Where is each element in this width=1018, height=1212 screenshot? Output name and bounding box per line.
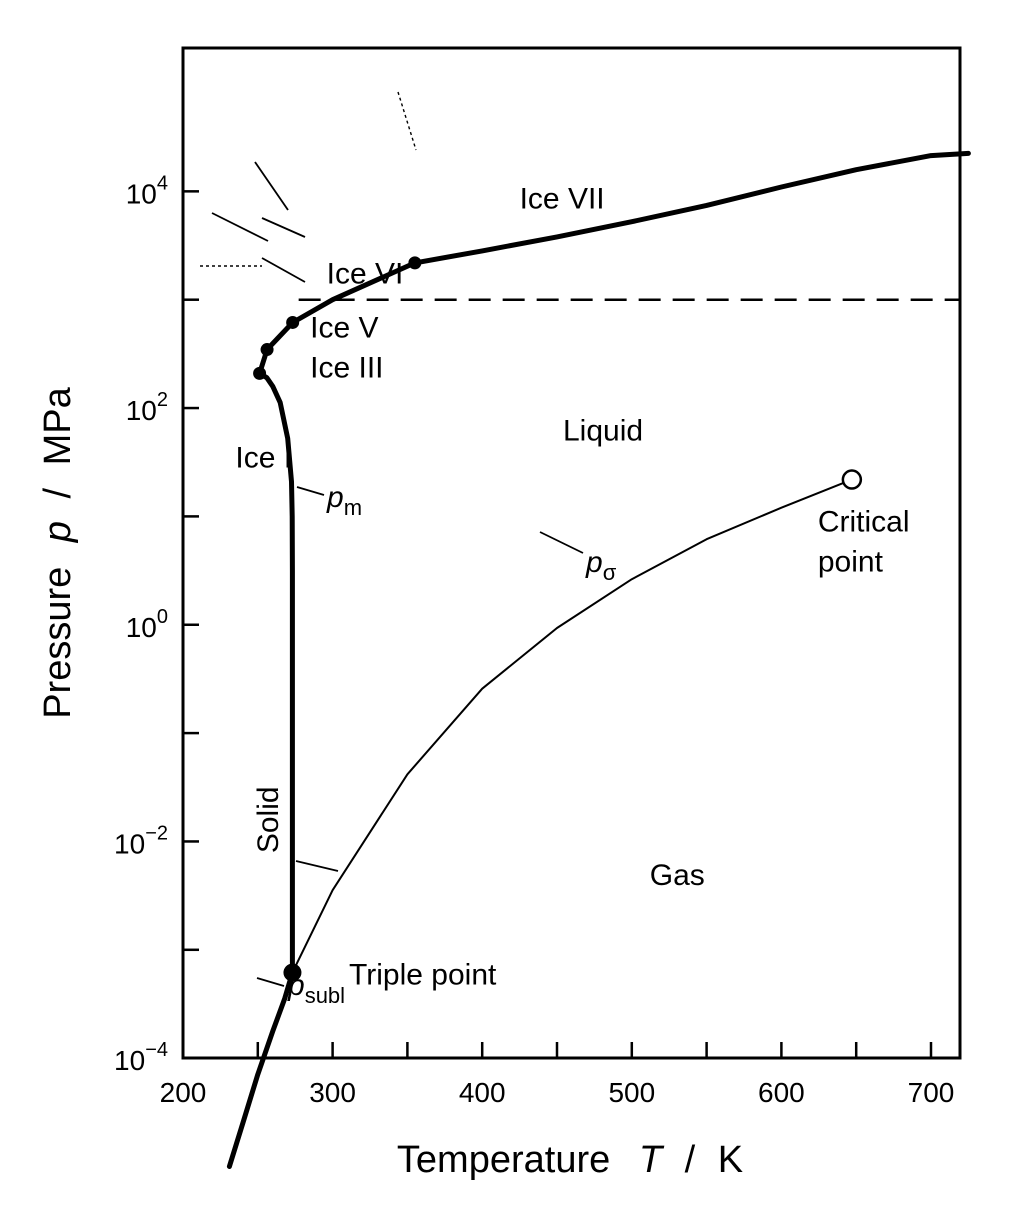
leader-line-9 [256, 977, 285, 987]
y-axis-symbol: p [37, 521, 79, 543]
leader-line-1 [254, 161, 289, 211]
x-axis-symbol: T [639, 1139, 665, 1181]
label-solid: Solid [252, 786, 285, 853]
point-ice-vi-vii-liquid [408, 256, 422, 270]
curve-p_subl [226, 970, 295, 1169]
leader-line-5 [261, 257, 306, 283]
label-ice-v: Ice V [310, 312, 378, 345]
label-ice-iii: Ice III [310, 352, 383, 385]
leader-line-2 [211, 212, 269, 242]
y-tick-label-2: 102 [126, 389, 168, 426]
leader-line-8 [539, 531, 584, 554]
label-gas: Gas [650, 859, 705, 892]
label-triple-point: Triple point [349, 958, 497, 991]
plot-frame [181, 46, 962, 1060]
label-ice-vii: Ice VII [520, 183, 605, 216]
x-tick-label-200: 200 [160, 1077, 207, 1108]
x-tick-label-300: 300 [309, 1077, 356, 1108]
point-triple-point [283, 963, 302, 982]
label-ice-vi: Ice VI [327, 257, 404, 290]
x-axis-title: Temperature T / K [397, 1139, 743, 1181]
label-curve-p_subl: psubl [287, 969, 345, 1008]
label-liquid: Liquid [563, 415, 643, 448]
leader-line-7 [296, 486, 325, 496]
curve-p_m [257, 370, 295, 976]
x-axis-unit: K [718, 1139, 743, 1181]
point-ice-iii-v-liquid [253, 366, 267, 380]
label-critical-point-line-1: point [818, 546, 884, 579]
label-critical-point-line-0: Critical [818, 506, 910, 539]
y-tick-label--2: 10−2 [114, 822, 168, 859]
y-axis-unit: MPa [37, 386, 79, 465]
leader-line-3 [261, 217, 306, 238]
y-axis-title-text: Pressure [37, 567, 79, 719]
point-ice-vi-liquid [286, 315, 300, 329]
y-tick-label-4: 104 [126, 172, 168, 209]
label-curve-p_m: pm [326, 481, 362, 520]
x-axis-title-text: Temperature [397, 1139, 610, 1181]
x-tick-label-400: 400 [459, 1077, 506, 1108]
label-curve-p_sigma: pσ [585, 546, 617, 585]
point-critical-point [841, 469, 863, 490]
x-tick-label-600: 600 [758, 1077, 805, 1108]
leader-line-6 [295, 860, 339, 872]
leader-line-0 [397, 91, 417, 151]
y-tick-label-0: 100 [126, 606, 168, 643]
label-ice-i: Ice I [235, 442, 292, 475]
y-tick-label--4: 10−4 [114, 1039, 168, 1076]
y-axis-title: Pressure p / MPa [37, 386, 79, 718]
point-ice-v-vi-liquid [260, 343, 274, 357]
x-tick-label-500: 500 [608, 1077, 655, 1108]
curve-p_sigma [291, 478, 853, 974]
x-tick-label-700: 700 [908, 1077, 955, 1108]
